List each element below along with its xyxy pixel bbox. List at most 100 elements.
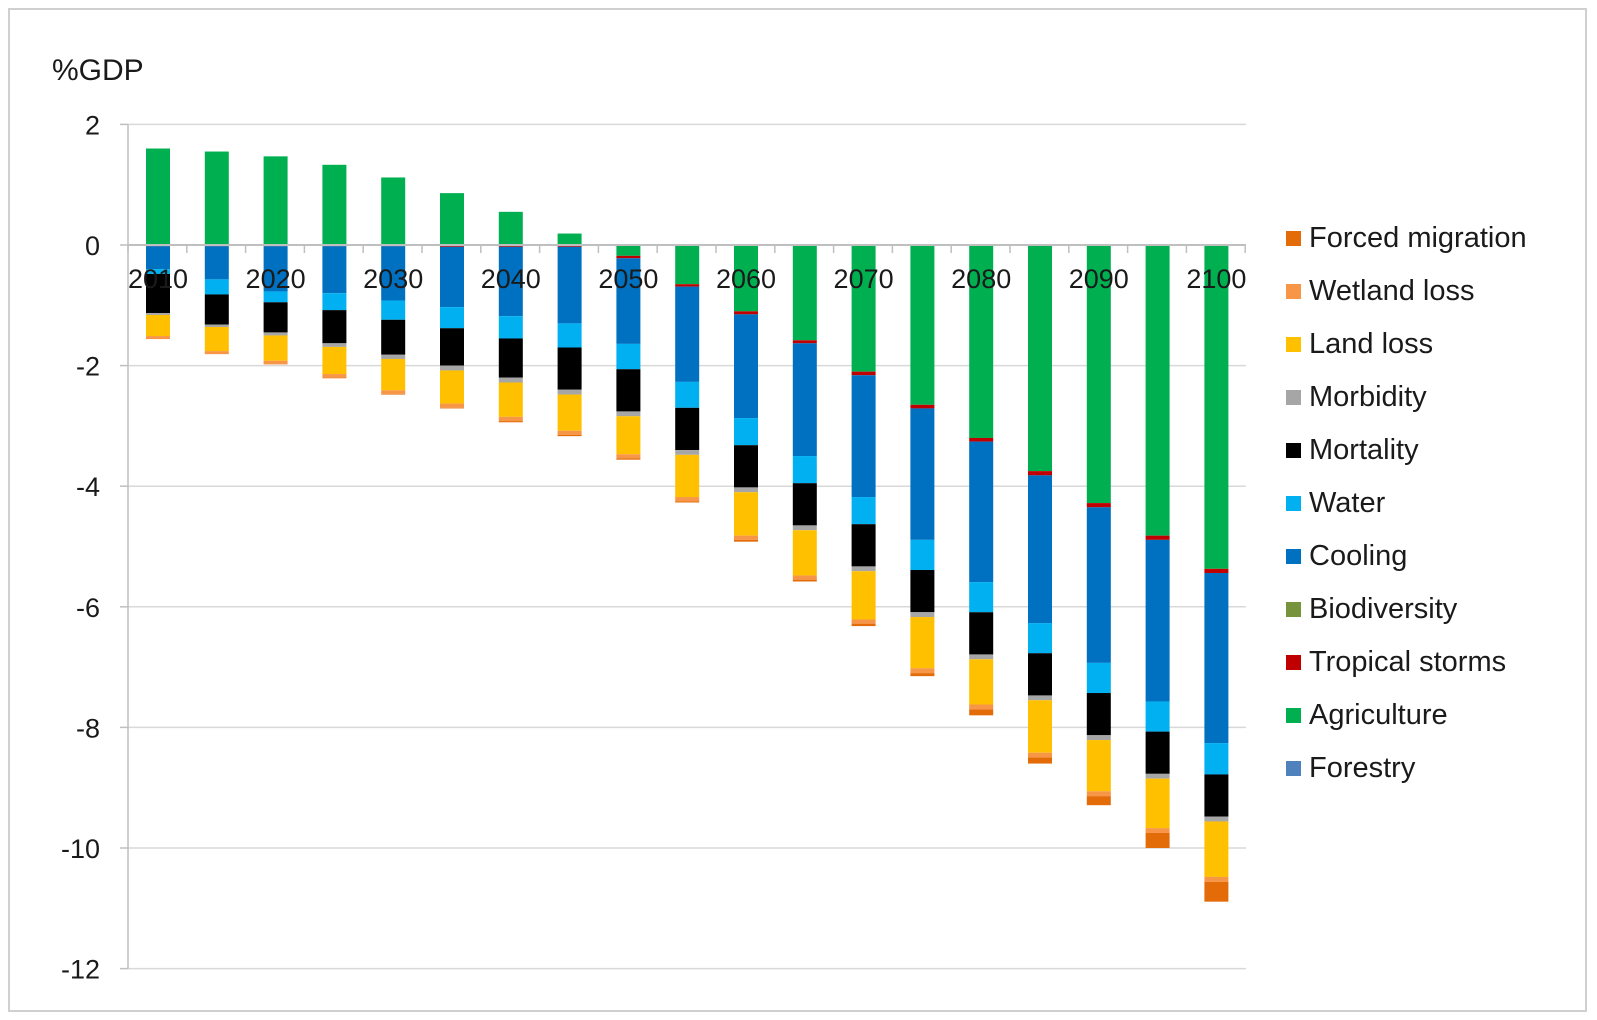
bar-segment-tropical-storms: [851, 371, 876, 376]
legend-swatch: [1286, 496, 1301, 511]
bar-segment-morbidity: [381, 354, 406, 359]
x-tick-label: 2070: [834, 264, 894, 294]
bar-segment-mortality: [969, 612, 994, 655]
bar-segment-cooling: [557, 246, 582, 324]
bar-segment-land-loss: [910, 617, 935, 669]
bar-segment-forced-migration: [1145, 832, 1170, 848]
legend-swatch: [1286, 549, 1301, 564]
bar-segment-wetland-loss: [263, 360, 288, 365]
bar-segment-morbidity: [146, 313, 170, 315]
bar-segment-land-loss: [792, 530, 817, 576]
bar-segment-agriculture: [204, 151, 229, 245]
bars: [146, 148, 1229, 902]
bar-segment-mortality: [1028, 653, 1052, 696]
bar-segment-wetland-loss: [675, 497, 700, 502]
y-axis-label: %GDP: [52, 54, 144, 87]
legend: Forced migration Wetland loss Land loss Mor…: [1286, 212, 1527, 795]
legend-item-tropical-storms: Tropical storms: [1286, 636, 1527, 689]
legend-swatch: [1286, 390, 1301, 405]
bar-segment-tropical-storms: [1145, 535, 1170, 540]
bar-segment-water: [204, 279, 229, 295]
bar-segment-land-loss: [381, 358, 406, 391]
legend-label: Land loss: [1309, 328, 1434, 360]
x-tick-label: 2060: [716, 264, 776, 294]
bar-segment-water: [263, 291, 288, 303]
bar-segment-wetland-loss: [440, 403, 464, 408]
bar-segment-water: [734, 418, 758, 446]
bar-segment-mortality: [498, 338, 523, 378]
bar-segment-water: [851, 497, 876, 525]
bar-segment-forced-migration: [675, 501, 700, 503]
bar-segment-tropical-storms: [1028, 471, 1052, 476]
legend-item-morbidity: Morbidity: [1286, 371, 1527, 424]
bar-segment-wetland-loss: [792, 575, 817, 580]
bar-segment-water: [616, 343, 641, 370]
legend-label: Cooling: [1309, 540, 1408, 572]
bar-segment-land-loss: [1145, 778, 1170, 829]
bar-segment-wetland-loss: [557, 430, 582, 435]
bar-segment-morbidity: [1028, 695, 1052, 701]
x-tick-label: 2030: [363, 264, 423, 294]
bar-segment-cooling: [381, 246, 406, 301]
bar-segment-mortality: [734, 445, 758, 488]
bar-segment-land-loss: [498, 382, 523, 417]
bar-segment-forced-migration: [498, 421, 523, 423]
bar-segment-cooling: [440, 246, 464, 308]
bar-segment-land-loss: [851, 571, 876, 620]
bar-segment-agriculture: [734, 245, 758, 312]
y-tick-label: -6: [76, 593, 100, 623]
bar-segment-morbidity: [322, 343, 347, 347]
y-axis-ticks: 2 0 -2 -4 -6 -8 -10 -12: [61, 110, 128, 985]
bar-segment-agriculture: [910, 245, 935, 405]
bar-segment-cooling: [1028, 475, 1052, 624]
bar-segment-mortality: [204, 294, 229, 325]
bar-segment-mortality: [263, 302, 288, 333]
bar-segment-mortality: [440, 328, 464, 366]
bar-segment-water: [381, 300, 406, 320]
bar-segment-agriculture: [616, 245, 641, 256]
x-tick-label: 2040: [481, 264, 541, 294]
bar-segment-tropical-storms: [1204, 568, 1229, 574]
y-tick-label: -10: [61, 834, 100, 864]
bar-segment-water: [1204, 743, 1229, 775]
bar-segment-morbidity: [204, 324, 229, 328]
bar-segment-wetland-loss: [1145, 828, 1170, 833]
bar-segment-agriculture: [263, 156, 288, 245]
bar-segment-forced-migration: [910, 673, 935, 677]
bar-segment-mortality: [616, 369, 641, 412]
bar-segment-mortality: [322, 310, 347, 344]
bar-segment-cooling: [498, 246, 523, 317]
bar-segment-forced-migration: [557, 434, 582, 437]
legend-swatch: [1286, 443, 1301, 458]
bar-segment-mortality: [910, 570, 935, 613]
x-tick-label: 2050: [598, 264, 658, 294]
bar-segment-agriculture: [792, 245, 817, 341]
bar-segment-water: [969, 582, 994, 613]
legend-item-forestry: Forestry: [1286, 742, 1527, 795]
y-tick-label: -4: [76, 472, 100, 502]
bar-segment-wetland-loss: [734, 535, 758, 540]
y-tick-label: 0: [85, 231, 100, 261]
bar-segment-land-loss: [322, 346, 347, 375]
bar-segment-forced-migration: [440, 407, 464, 409]
bar-segment-forced-migration: [1086, 796, 1111, 806]
x-tick-label: 2100: [1186, 264, 1246, 294]
bar-segment-mortality: [1204, 774, 1229, 817]
legend-item-mortality: Mortality: [1286, 424, 1527, 477]
bar-segment-forced-migration: [1028, 757, 1052, 764]
bar-segment-agriculture: [322, 164, 347, 245]
bar-segment-agriculture: [969, 245, 994, 438]
bar-segment-mortality: [1086, 693, 1111, 736]
legend-item-biodiversity: Biodiversity: [1286, 583, 1527, 636]
legend-label: Forestry: [1309, 752, 1416, 784]
bar-segment-mortality: [792, 483, 817, 526]
bar-segment-cooling: [675, 286, 700, 382]
bar-segment-water: [146, 269, 170, 274]
bar-segment-water: [1145, 701, 1170, 732]
bar-segment-wetland-loss: [498, 416, 523, 422]
legend-swatch: [1286, 602, 1301, 617]
bar-segment-forced-migration: [616, 458, 641, 460]
bar-segment-agriculture: [1204, 245, 1229, 569]
bar-segment-land-loss: [969, 659, 994, 705]
bar-segment-morbidity: [734, 487, 758, 493]
